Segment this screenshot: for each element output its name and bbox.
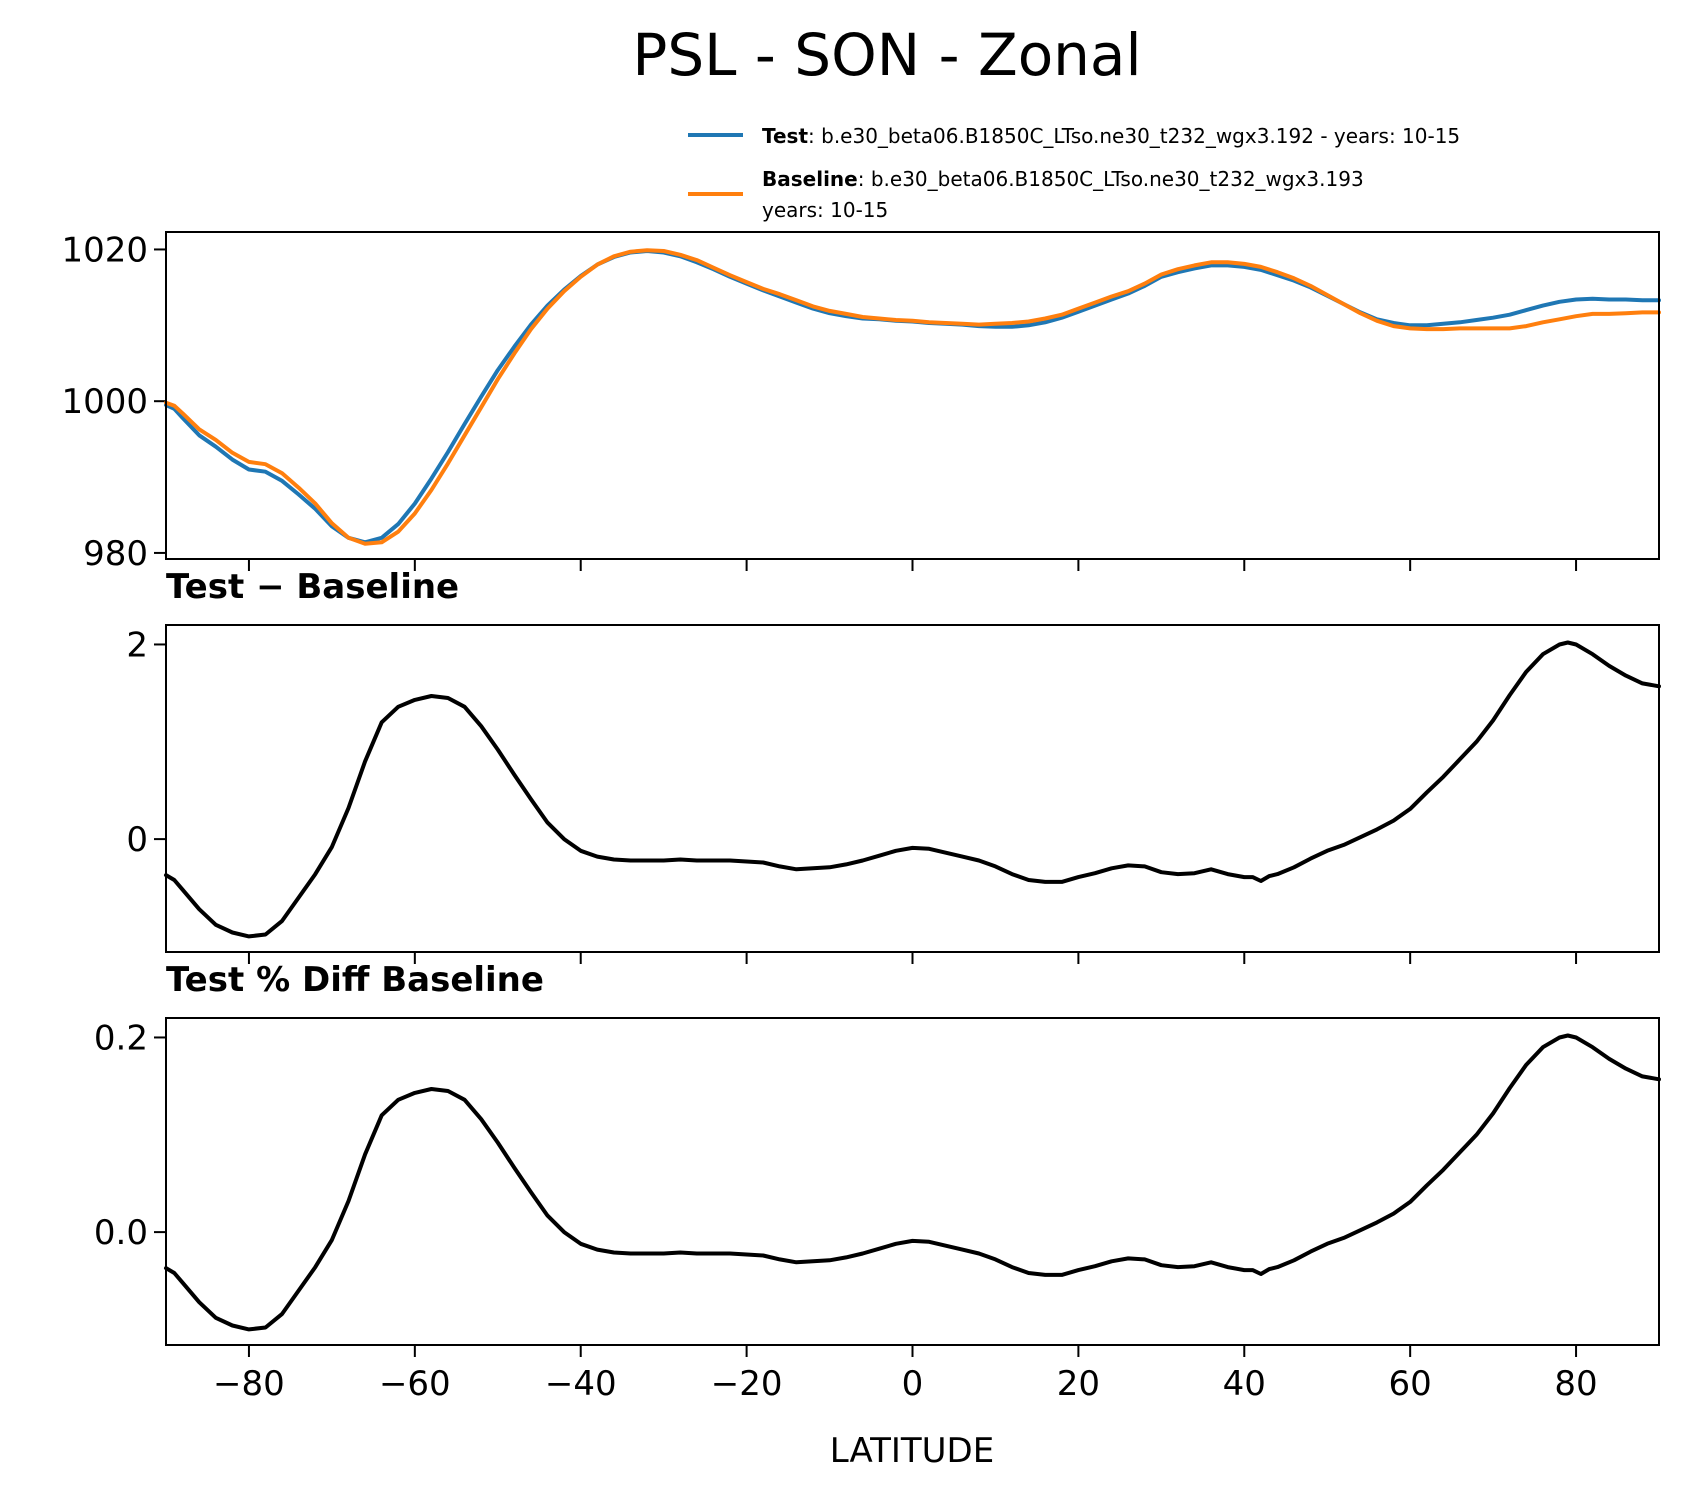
panel-2-frame — [165, 1017, 1660, 1346]
panel-zonal-psl: 980 1000 1020 — [61, 230, 1661, 574]
panel-0-ticks: 980 1000 1020 — [61, 230, 1578, 574]
x-tick-label: −40 — [545, 1364, 617, 1404]
panel-title-difference: Test − Baseline — [166, 567, 459, 607]
panel-1-series — [164, 640, 1661, 939]
panel-0-frame — [165, 231, 1660, 560]
legend-entry-baseline-years: years: 10-15 — [762, 198, 888, 222]
series-line-diff — [164, 1033, 1661, 1332]
x-tick-label: 0 — [902, 1364, 924, 1404]
series-line-diff — [164, 640, 1661, 939]
panel-2-series — [164, 1033, 1661, 1332]
legend: Test: b.e30_beta06.B1850C_LTso.ne30_t232… — [688, 124, 1460, 222]
y-tick-label: 1020 — [61, 230, 148, 270]
x-tick-label: 60 — [1389, 1364, 1432, 1404]
panel-1-ticks: 02 — [126, 625, 1578, 964]
panel-2-ticks: 0.0 0.2 −80 −60 −40 −20 0 20 40 60 80 — [94, 1018, 1598, 1404]
panel-1-frame — [165, 624, 1660, 953]
legend-entry-baseline: Baseline: b.e30_beta06.B1850C_LTso.ne30_… — [762, 167, 1364, 191]
y-tick-label: 0 — [126, 820, 148, 860]
y-tick-label: 0.2 — [94, 1018, 148, 1058]
y-tick-label: 0.0 — [94, 1213, 148, 1253]
panel-title-percent-difference: Test % Diff Baseline — [166, 960, 544, 1000]
x-tick-label: 20 — [1057, 1364, 1100, 1404]
panel-0-series — [164, 248, 1661, 546]
x-tick-label: 40 — [1223, 1364, 1266, 1404]
legend-entry-test: Test: b.e30_beta06.B1850C_LTso.ne30_t232… — [762, 124, 1460, 148]
x-tick-label: 80 — [1554, 1364, 1597, 1404]
panel-percent-difference: Test % Diff Baseline 0.00.2−80 −60 −40 −20 0… — [94, 960, 1661, 1471]
x-tick-label: −60 — [379, 1364, 451, 1404]
x-tick-label: −80 — [213, 1364, 285, 1404]
x-axis-label: LATITUDE — [830, 1431, 994, 1471]
x-tick-label: −20 — [711, 1364, 783, 1404]
panel-difference: Test − Baseline 02 — [126, 567, 1661, 964]
y-tick-label: 2 — [126, 625, 148, 665]
figure-title: PSL - SON - Zonal — [632, 21, 1141, 89]
y-tick-label: 980 — [83, 534, 148, 574]
y-tick-label: 1000 — [61, 382, 148, 422]
series-line-baseline — [164, 248, 1661, 546]
